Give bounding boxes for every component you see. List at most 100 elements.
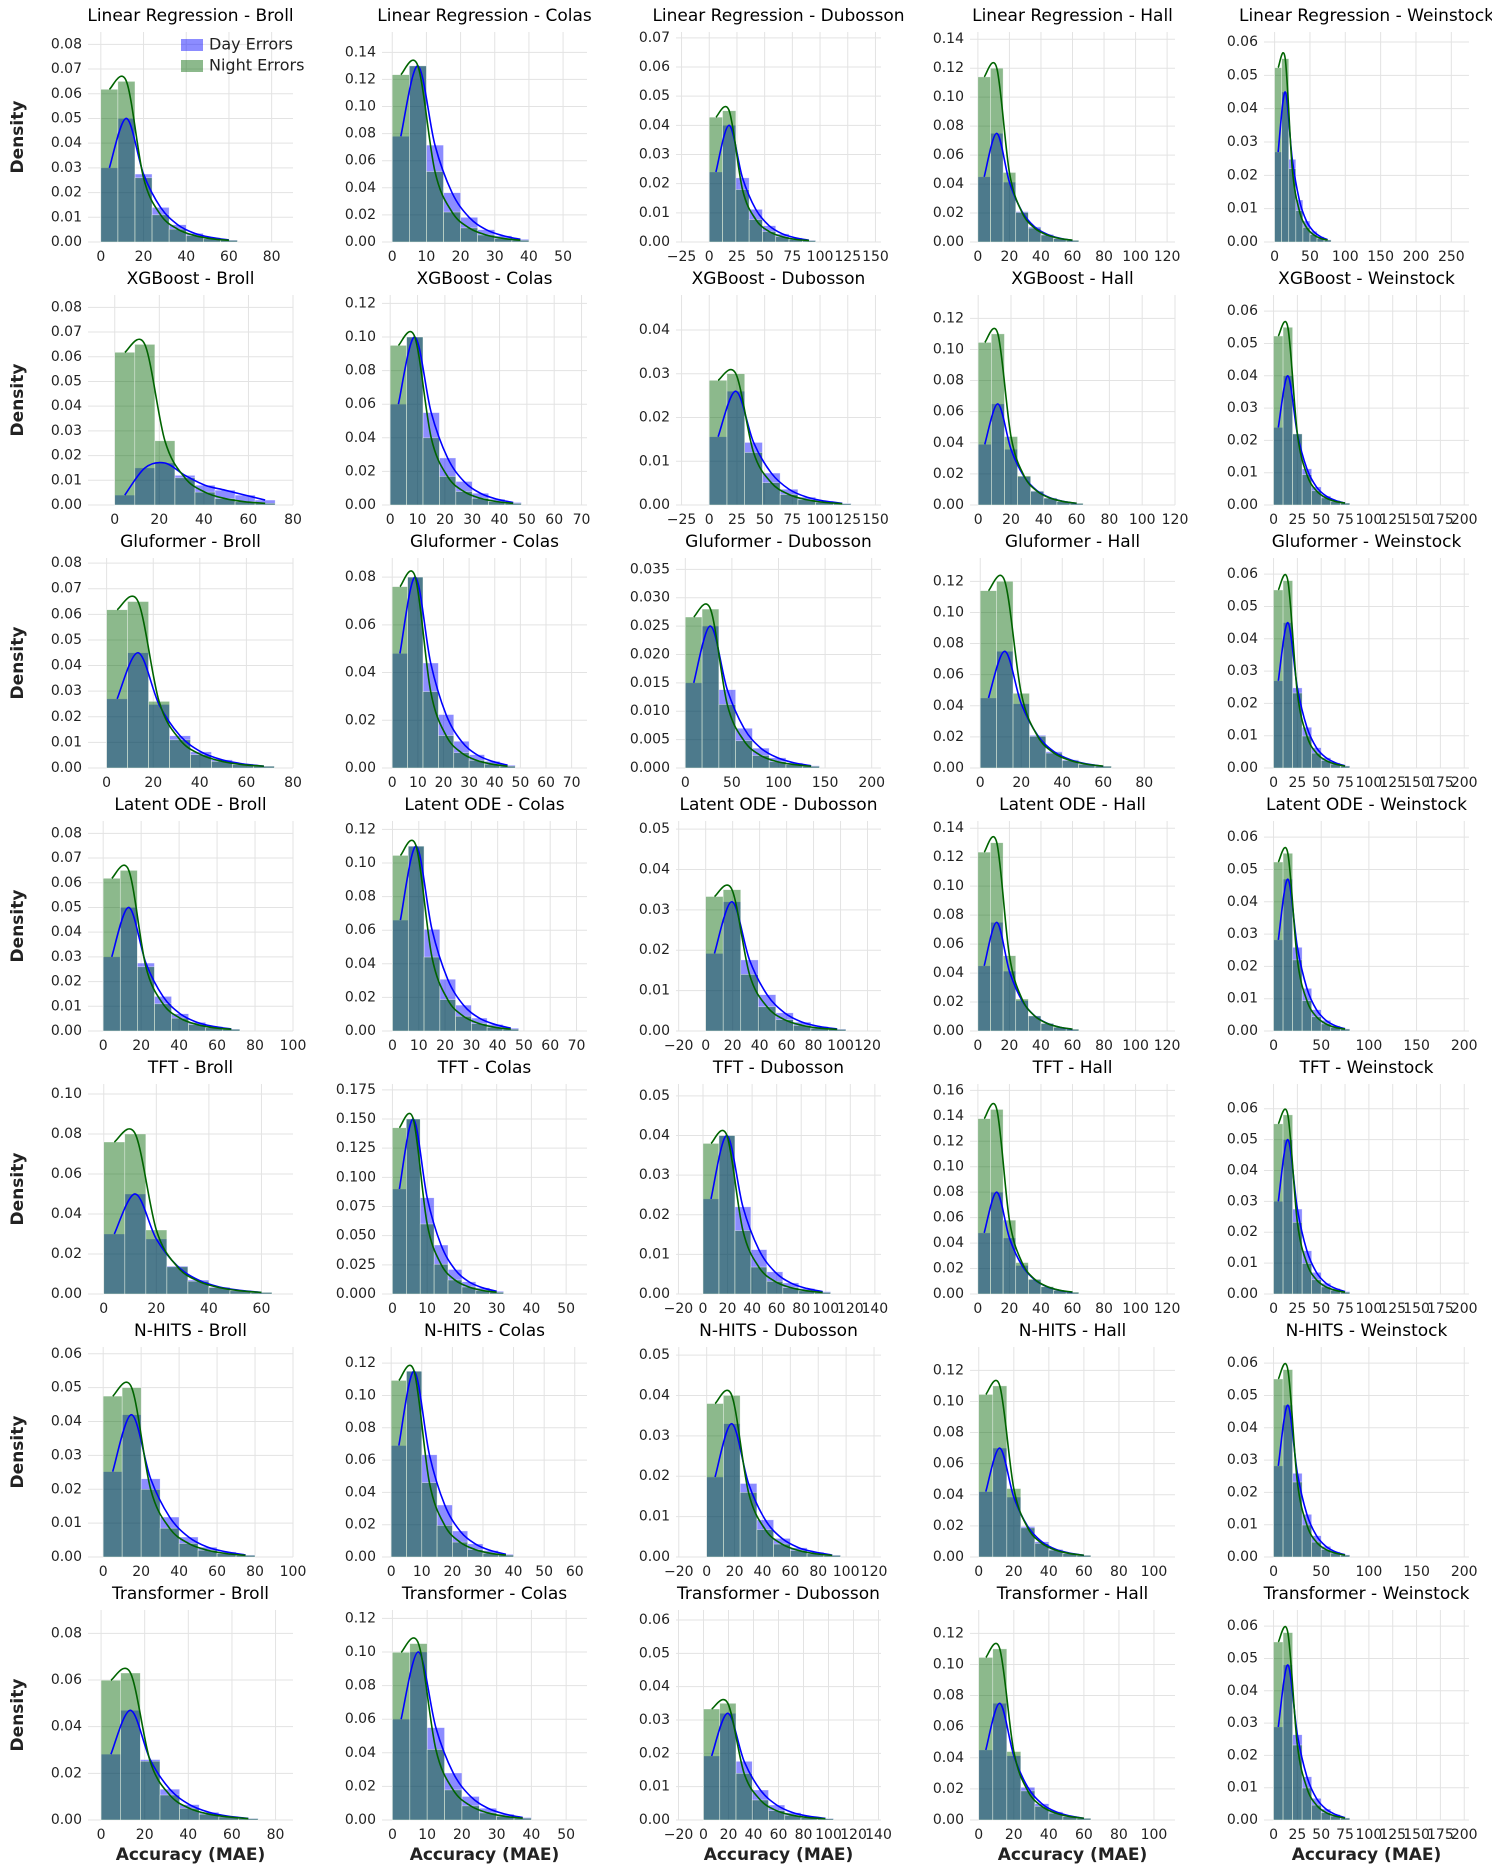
x-tick-label: 175 (1427, 775, 1454, 791)
x-tick-label: 75 (1336, 1827, 1354, 1843)
y-tick-label: 0.04 (639, 1387, 670, 1403)
x-tick-label: 100 (280, 1564, 307, 1580)
density-curve (108, 117, 230, 241)
subplot: Transformer - Broll 0.00 0.02 0.04 0.06 0.08 0… (8, 1584, 293, 1865)
y-tick-label: 0.06 (51, 606, 82, 622)
y-tick-label: 0.175 (336, 1082, 376, 1098)
histogram-bar (750, 1266, 768, 1295)
y-tick-label: 0.14 (933, 1108, 964, 1124)
x-tick-label: 60 (240, 512, 258, 528)
subplot: Transformer - Weinstock 0.00 0.01 0.02 0.03 0… (1227, 1584, 1478, 1865)
x-tick-label: 125 (1379, 775, 1406, 791)
y-tick-label: 0.00 (51, 760, 82, 776)
y-tick-label: 0.04 (933, 1750, 964, 1766)
density-curve (111, 1413, 246, 1556)
y-tick-label: 0.01 (51, 209, 82, 225)
histogram-bar (436, 1525, 453, 1558)
subplot: XGBoost - Dubosson 0.00 0.01 0.02 0.03 0.04 −2… (639, 269, 889, 528)
x-tick-label: 30 (474, 1564, 492, 1580)
x-tick-label: 100 (280, 1038, 307, 1054)
histogram-bar (168, 228, 187, 243)
histogram-bar (443, 211, 461, 243)
subplot-title: Latent ODE - Broll (114, 795, 266, 815)
x-tick-label: 60 (768, 1301, 786, 1317)
y-tick-label: 0.16 (933, 1082, 964, 1098)
y-tick-label: 0.12 (345, 71, 376, 87)
x-tick-label: 0 (1269, 1301, 1278, 1317)
y-tick-label: 0.00 (1227, 1549, 1258, 1565)
y-tick-label: 0.06 (51, 875, 82, 891)
y-tick-label: 0.12 (933, 60, 964, 76)
x-tick-label: 20 (726, 1564, 744, 1580)
y-tick-label: 0.01 (639, 205, 670, 221)
y-tick-label: 0.04 (933, 1487, 964, 1503)
y-tick-label: 0.010 (630, 703, 670, 719)
y-tick-label: 0.05 (1227, 335, 1258, 351)
x-tick-label: 150 (862, 512, 889, 528)
x-tick-label: 150 (1403, 1301, 1430, 1317)
x-axis-label: Accuracy (MAE) (116, 1845, 266, 1865)
y-tick-label: 0.04 (345, 956, 376, 972)
histogram-bar (773, 1543, 791, 1558)
histogram-bar (1311, 1279, 1322, 1295)
subplot: N-HITS - Broll 0.00 0.01 0.02 0.03 0.04 0.05 0.… (8, 1321, 306, 1580)
x-tick-label: 30 (460, 775, 478, 791)
y-tick-label: 0.10 (933, 1656, 964, 1672)
x-tick-label: 20 (1012, 775, 1030, 791)
x-tick-label: 40 (1032, 1038, 1050, 1054)
histogram-bar (439, 999, 456, 1032)
x-tick-label: 0 (99, 1038, 108, 1054)
histogram-bar (748, 219, 763, 243)
y-tick-label: 0.02 (933, 1518, 964, 1534)
subplot: Linear Regression - Broll 0.00 0.01 0.02 0.0… (8, 6, 304, 265)
x-tick-label: 50 (1312, 1038, 1330, 1054)
density-curve (1277, 1362, 1346, 1556)
x-tick-label: 0 (974, 1564, 983, 1580)
y-tick-label: 0.12 (345, 821, 376, 837)
x-tick-label: 0 (1269, 1564, 1278, 1580)
histogram-bar (461, 1805, 480, 1821)
y-tick-label: 0.12 (933, 849, 964, 865)
histogram-bar (1301, 1263, 1312, 1295)
x-tick-label: 100 (1356, 512, 1383, 528)
density-curve (1277, 1664, 1346, 1819)
histogram-bar (174, 477, 196, 506)
y-tick-label: 0.06 (51, 1166, 82, 1182)
histogram-bar (744, 452, 763, 506)
y-tick-label: 0.10 (933, 341, 964, 357)
x-tick-label: 120 (840, 1827, 867, 1843)
subplot: Transformer - Colas 0.00 0.02 0.04 0.06 0.08 0… (345, 1584, 587, 1865)
y-tick-label: 0.12 (933, 310, 964, 326)
x-tick-label: 80 (1135, 775, 1153, 791)
x-tick-label: 125 (1379, 1301, 1406, 1317)
y-tick-label: 0.06 (1227, 34, 1258, 50)
subplot-title: N-HITS - Colas (424, 1321, 545, 1341)
y-tick-label: 0.04 (51, 135, 82, 151)
y-tick-label: 0.00 (639, 234, 670, 250)
y-tick-label: 0.05 (1227, 598, 1258, 614)
y-tick-label: 0.12 (345, 1610, 376, 1626)
histogram-bar (1339, 1817, 1351, 1821)
x-tick-label: 140 (865, 1827, 892, 1843)
y-tick-label: 0.08 (51, 1126, 82, 1142)
x-tick-label: 40 (191, 775, 209, 791)
x-tick-label: 50 (723, 775, 741, 791)
y-tick-label: 0.04 (1227, 368, 1258, 384)
x-tick-label: 120 (1154, 249, 1181, 265)
histogram-bar (169, 739, 191, 769)
y-tick-label: 0.04 (933, 176, 964, 192)
x-tick-label: 50 (756, 512, 774, 528)
x-tick-label: 50 (557, 1301, 575, 1317)
subplot-title: Linear Regression - Colas (377, 6, 592, 26)
x-tick-label: 0 (388, 249, 397, 265)
density-curve (398, 1112, 497, 1294)
y-tick-label: 0.03 (639, 902, 670, 918)
histogram-bar (419, 1223, 435, 1295)
histogram-bar (978, 1657, 994, 1821)
x-tick-label: 20 (147, 1301, 165, 1317)
y-tick-label: 0.01 (1227, 1255, 1258, 1271)
y-tick-label: 0.04 (51, 398, 82, 414)
y-tick-label: 0.02 (1227, 1224, 1258, 1240)
x-tick-label: 40 (491, 512, 509, 528)
histogram-bar (1311, 490, 1322, 506)
